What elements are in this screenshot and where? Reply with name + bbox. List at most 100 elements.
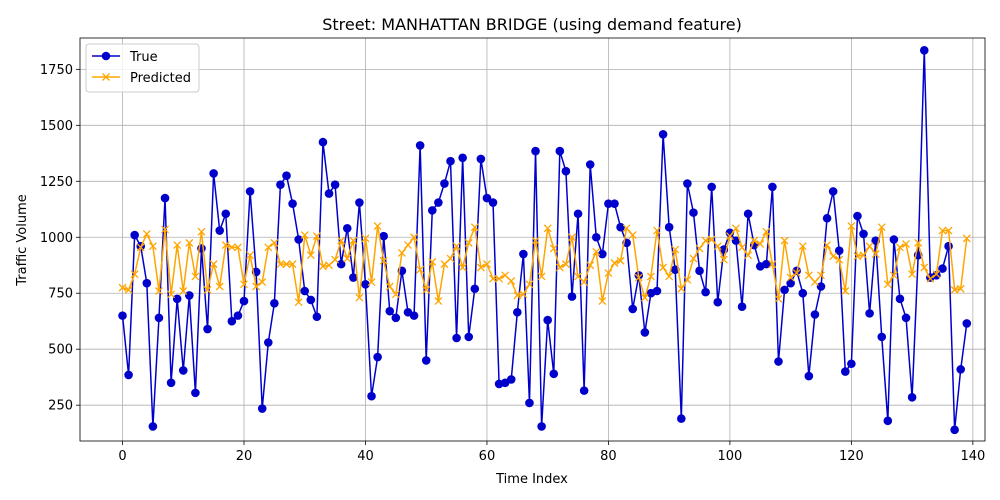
data-point-true (330, 180, 340, 189)
data-point-true (233, 311, 243, 320)
data-point-true (932, 271, 941, 280)
legend: True Predicted (85, 43, 200, 93)
data-point-predicted (792, 269, 801, 278)
data-point-predicted (847, 222, 856, 231)
data-point-true (506, 375, 516, 384)
data-point-true (409, 311, 419, 320)
data-point-predicted (276, 260, 285, 269)
data-point-predicted (167, 290, 176, 299)
data-point-true (689, 208, 698, 217)
data-point-true (421, 356, 431, 365)
data-point-true (203, 324, 212, 334)
data-point-true (579, 386, 589, 395)
data-point-predicted (318, 262, 327, 271)
data-point-true (901, 313, 911, 323)
data-point-predicted (683, 275, 692, 284)
data-point-predicted (264, 243, 273, 252)
data-point-true (567, 292, 577, 301)
data-point-predicted (719, 255, 728, 264)
data-point-true (306, 295, 316, 305)
chart-title: Street: MANHATTAN BRIDGE (using demand f… (322, 15, 742, 34)
data-point-predicted (148, 242, 157, 251)
x-axis-ticks: 0 20 40 60 80 100 120 140 (118, 441, 985, 464)
series-line-predicted (122, 225, 968, 303)
data-point-true (385, 306, 395, 316)
data-point-true (695, 266, 704, 276)
x-tick-label: 0 (118, 449, 126, 464)
data-point-predicted (209, 260, 218, 269)
x-tick-label: 60 (479, 449, 496, 464)
y-tick-label: 1000 (40, 231, 73, 246)
data-point-predicted (142, 229, 151, 238)
data-point-predicted (422, 285, 431, 294)
data-point-true (270, 299, 279, 308)
data-point-predicted (470, 223, 479, 232)
data-point-predicted (355, 293, 364, 302)
data-point-predicted (756, 240, 765, 248)
data-point-predicted (701, 236, 710, 245)
data-point-predicted (671, 245, 680, 254)
data-point-true (464, 332, 474, 342)
y-tick-label: 500 (48, 343, 73, 358)
data-point-true (476, 154, 486, 164)
data-point-predicted (810, 278, 819, 286)
data-point-predicted (136, 243, 145, 252)
data-point-true (130, 230, 139, 240)
data-point-true (519, 249, 528, 259)
data-point-true (185, 291, 194, 300)
data-point-predicted (118, 283, 127, 292)
data-point-true (853, 211, 862, 221)
data-point-predicted (373, 222, 382, 231)
data-point-true (907, 393, 917, 402)
data-point-predicted (938, 226, 947, 235)
data-point-predicted (458, 263, 467, 272)
data-point-predicted (580, 278, 589, 286)
data-point-true (154, 313, 164, 323)
data-point-predicted (841, 287, 850, 295)
data-point-predicted (889, 271, 898, 280)
data-point-true (513, 307, 522, 317)
series-group (118, 46, 972, 435)
legend-label-predicted: Predicted (130, 71, 191, 86)
data-point-true (142, 278, 152, 288)
data-point-true (312, 312, 322, 322)
data-point-true (950, 425, 959, 435)
data-point-predicted (325, 261, 333, 270)
legend-label-true: True (129, 50, 158, 65)
data-point-true (488, 198, 498, 207)
data-point-true (209, 169, 218, 178)
data-point-predicted (604, 269, 613, 278)
data-point-true (227, 316, 237, 326)
data-point-predicted (294, 298, 303, 307)
data-point-predicted (817, 271, 825, 280)
data-point-predicted (227, 243, 236, 252)
data-point-predicted (495, 274, 504, 283)
data-point-true (166, 378, 176, 388)
y-tick-label: 1750 (40, 63, 73, 78)
data-point-predicted (653, 226, 661, 235)
data-point-predicted (203, 285, 212, 294)
data-point-predicted (489, 274, 497, 283)
data-point-true (160, 193, 170, 203)
data-point-predicted (161, 225, 169, 234)
data-point-true (743, 209, 753, 219)
data-point-predicted (762, 227, 771, 236)
data-point-true (816, 282, 826, 291)
data-point-true (555, 146, 565, 156)
data-point-predicted (349, 236, 358, 245)
data-point-true (847, 359, 856, 369)
x-tick-label: 80 (600, 449, 617, 464)
data-point-true (349, 273, 358, 282)
data-point-predicted (622, 224, 631, 233)
data-point-true (373, 352, 382, 362)
data-point-true (342, 224, 352, 233)
data-point-true (834, 246, 844, 255)
data-point-true (877, 332, 887, 342)
data-point-predicted (416, 265, 425, 274)
data-point-true (707, 182, 716, 192)
y-tick-label: 750 (48, 287, 73, 302)
data-point-true (263, 338, 273, 347)
data-point-true (434, 198, 443, 207)
x-axis-label: Time Index (495, 472, 568, 487)
data-point-predicted (713, 242, 722, 251)
